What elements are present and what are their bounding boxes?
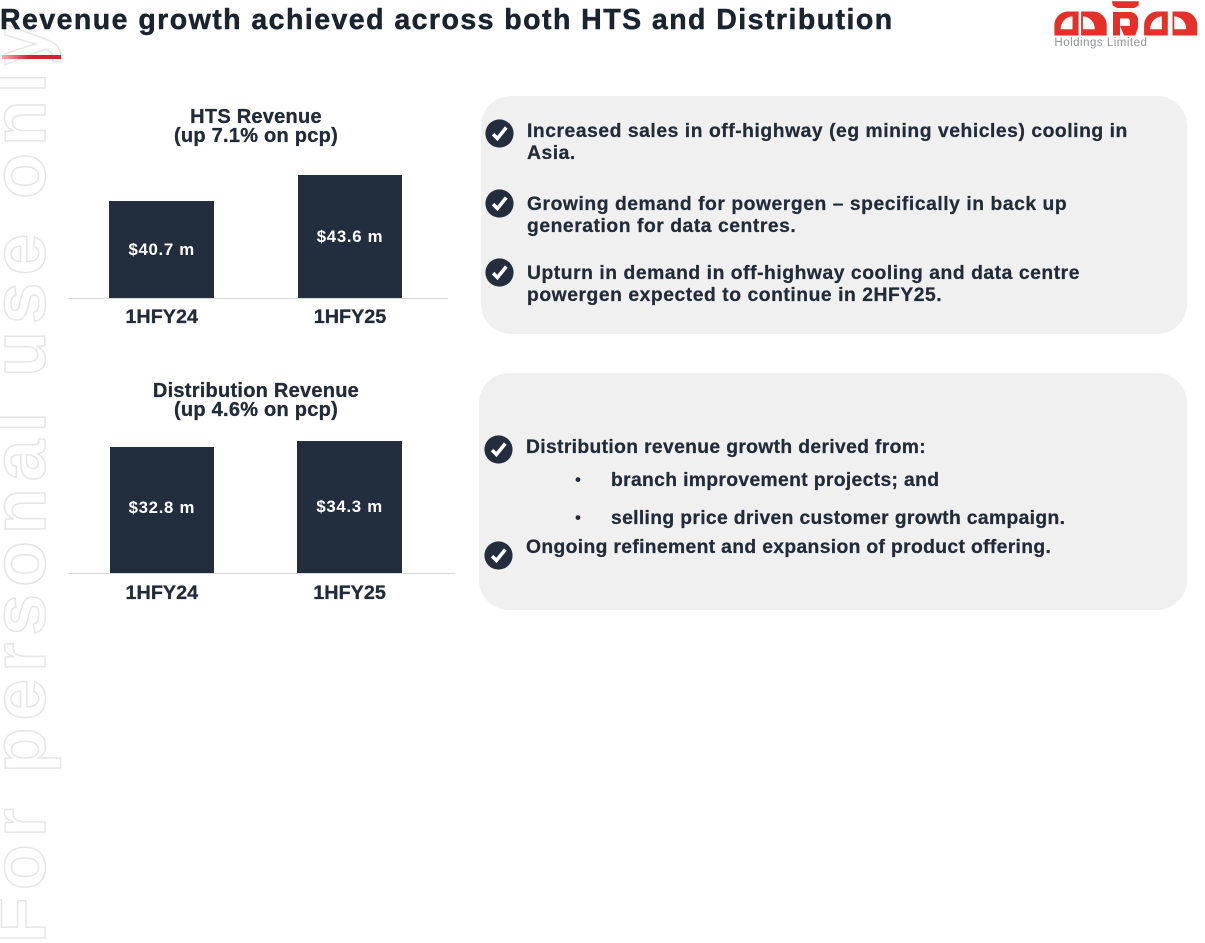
svg-text:Holdings Limited: Holdings Limited <box>1054 37 1147 49</box>
